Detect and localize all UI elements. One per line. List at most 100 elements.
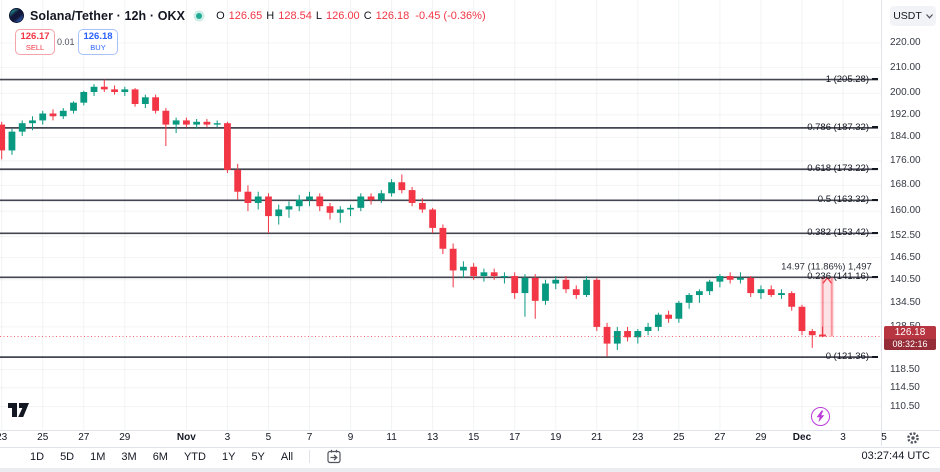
axis-settings-gear-icon[interactable]	[906, 431, 920, 445]
range-button-3m[interactable]: 3M	[121, 450, 137, 463]
currency-label: USDT	[893, 10, 922, 22]
price-tick: 200.00	[890, 87, 921, 99]
date-tick: 29	[119, 432, 131, 443]
fib-tick-dash	[872, 167, 878, 170]
chevron-down-icon	[925, 13, 933, 19]
price-tick: 220.00	[890, 37, 921, 48]
toolbar-divider	[0, 447, 940, 448]
fib-level-label[interactable]: 0.5 (163.32)	[818, 194, 878, 205]
tradingview-logo[interactable]	[8, 403, 29, 422]
date-tick: 25	[673, 432, 685, 443]
fib-level-text: 0.786 (187.32)	[807, 121, 869, 133]
range-button-5d[interactable]: 5D	[60, 450, 75, 463]
sell-price: 126.17	[20, 31, 50, 43]
change-value: -0.45 (-0.36%)	[415, 9, 486, 22]
price-tick: 134.50	[890, 296, 921, 308]
price-tick: 192.00	[890, 108, 921, 120]
price-tick: 160.00	[890, 205, 921, 217]
date-tick: 11	[386, 432, 397, 443]
pair-logo-icon	[9, 8, 24, 23]
date-tick: 9	[347, 432, 354, 443]
date-tick: 7	[306, 432, 313, 443]
range-button-1d[interactable]: 1D	[30, 450, 45, 463]
date-tick: 3	[840, 432, 846, 443]
fib-tick-dash	[872, 275, 878, 278]
fib-level-text: 0.236 (141.16)	[807, 271, 869, 283]
buy-label: BUY	[90, 42, 106, 52]
price-tick: 152.50	[890, 230, 921, 242]
fib-tick-dash	[872, 198, 878, 201]
range-button-1y[interactable]: 1Y	[221, 450, 236, 463]
fib-tick-dash	[872, 231, 878, 234]
date-tick: Nov	[176, 432, 196, 443]
close-value: 126.18	[375, 9, 410, 22]
buy-button[interactable]: 126.18 BUY	[78, 29, 118, 55]
fib-level-text: 0.382 (153.42)	[807, 227, 869, 239]
fib-level-text: 0.5 (163.32)	[817, 194, 869, 206]
date-tick: 15	[468, 432, 480, 443]
calendar-icon	[327, 449, 341, 464]
price-tick: 146.50	[890, 251, 921, 263]
sell-button[interactable]: 126.17 SELL	[15, 29, 55, 55]
range-button-all[interactable]: All	[280, 450, 294, 463]
fib-level-label[interactable]: 0 (121.36)	[826, 351, 878, 362]
low-label: L	[315, 9, 323, 22]
fib-level-text: 0.618 (173.22)	[807, 163, 869, 175]
chart-canvas[interactable]: 14.97 (11.86%) 1,497	[0, 0, 885, 430]
range-button-5y[interactable]: 5Y	[251, 450, 265, 463]
ohlc-values: O 126.65 H 128.54 L 126.00 C 126.18 -0.4…	[216, 10, 486, 22]
fib-tick-dash	[872, 126, 878, 129]
date-tick: 27	[714, 432, 726, 443]
close-label: C	[363, 9, 372, 22]
open-label: O	[216, 9, 225, 22]
high-value: 128.54	[278, 9, 312, 22]
buy-price: 126.18	[83, 31, 113, 43]
fib-level-label[interactable]: 0.618 (173.22)	[807, 163, 878, 174]
date-tick: 17	[509, 432, 521, 443]
clock-utc-time[interactable]: 03:27:44 UTC	[861, 450, 930, 462]
date-tick: 29	[755, 432, 767, 443]
price-tick: 140.50	[890, 273, 921, 285]
fib-tick-dash	[872, 78, 878, 81]
open-value: 126.65	[228, 9, 263, 22]
range-toolbar: 1D 5D 1M 3M 6M YTD 1Y 5Y All	[30, 449, 342, 464]
symbol-title[interactable]: Solana/Tether · 12h · OKX	[30, 8, 186, 23]
range-button-6m[interactable]: 6M	[152, 450, 168, 463]
fib-level-text: 0 (121.36)	[825, 351, 869, 363]
toolbar-separator	[309, 450, 311, 463]
window-edge	[0, 468, 940, 472]
date-tick: 23	[0, 432, 8, 443]
flash-order-icon[interactable]	[811, 407, 830, 426]
date-tick: 3	[224, 432, 231, 443]
fib-level-label[interactable]: 0.382 (153.42)	[807, 227, 878, 238]
fib-tick-dash	[872, 355, 878, 358]
date-tick: 5	[265, 432, 272, 443]
fib-level-label[interactable]: 1 (205.28)	[826, 74, 878, 85]
current-price-badge: 126.18 08:32:16	[884, 326, 936, 350]
sell-label: SELL	[25, 42, 45, 52]
fib-level-label[interactable]: 0.236 (141.16)	[807, 271, 878, 282]
price-tick: 110.50	[890, 400, 920, 412]
market-open-dot-icon[interactable]	[196, 12, 203, 19]
price-tick: 114.50	[890, 381, 920, 393]
axis-divider	[0, 430, 940, 431]
price-tick: 184.00	[890, 131, 921, 143]
price-axis[interactable]: USDT 220.00 210.00 200.00 192.00 184.00 176.0…	[881, 0, 940, 446]
date-tick: 25	[37, 432, 49, 443]
fib-level-label[interactable]: 0.786 (187.32)	[807, 122, 878, 133]
time-axis[interactable]: 23 25 27 29 Nov 3 5 7 9 11 13 15 17 19 21 23 25 27 29 Dec 3 5	[0, 431, 940, 447]
currency-selector[interactable]: USDT	[890, 6, 936, 26]
go-to-date-button[interactable]	[326, 449, 342, 464]
date-tick: 19	[550, 432, 562, 443]
range-button-ytd[interactable]: YTD	[183, 450, 206, 463]
date-tick: 27	[78, 432, 90, 443]
current-price-value: 126.18	[884, 326, 936, 339]
range-buttons: 1D 5D 1M 3M 6M YTD 1Y 5Y All	[30, 451, 293, 463]
price-tick: 168.00	[890, 179, 921, 191]
range-button-1m[interactable]: 1M	[90, 450, 106, 463]
price-tick: 118.50	[890, 363, 920, 375]
spread-value: 0.01	[57, 37, 75, 47]
price-tick: 176.00	[890, 154, 921, 166]
date-tick: 5	[881, 432, 887, 443]
